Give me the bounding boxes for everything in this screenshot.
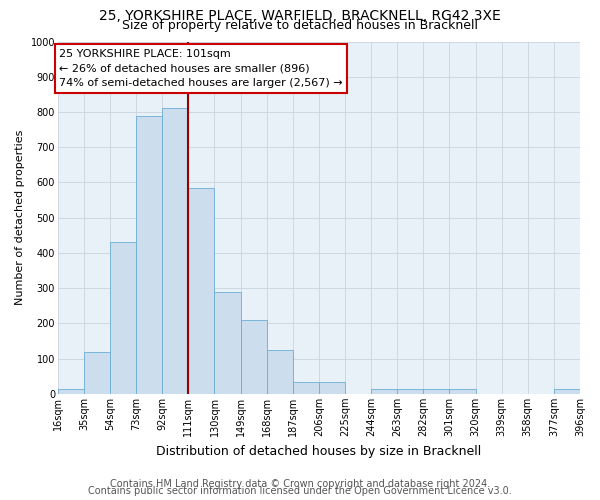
Text: 25 YORKSHIRE PLACE: 101sqm
← 26% of detached houses are smaller (896)
74% of sem: 25 YORKSHIRE PLACE: 101sqm ← 26% of deta… [59,48,343,88]
Bar [162,108,188,394]
Bar [554,388,580,394]
Bar [449,388,476,394]
Bar [241,320,266,394]
Y-axis label: Number of detached properties: Number of detached properties [15,130,25,306]
Bar [58,388,84,394]
X-axis label: Distribution of detached houses by size in Bracknell: Distribution of detached houses by size … [156,444,482,458]
Text: Contains public sector information licensed under the Open Government Licence v3: Contains public sector information licen… [88,486,512,496]
Bar [397,388,424,394]
Bar [266,350,293,394]
Bar [371,388,397,394]
Bar [84,352,110,394]
Text: Size of property relative to detached houses in Bracknell: Size of property relative to detached ho… [122,18,478,32]
Bar [188,188,214,394]
Bar [214,292,241,394]
Text: 25, YORKSHIRE PLACE, WARFIELD, BRACKNELL, RG42 3XE: 25, YORKSHIRE PLACE, WARFIELD, BRACKNELL… [99,9,501,23]
Bar [110,242,136,394]
Bar [424,388,449,394]
Bar [319,382,345,394]
Text: Contains HM Land Registry data © Crown copyright and database right 2024.: Contains HM Land Registry data © Crown c… [110,479,490,489]
Bar [293,382,319,394]
Bar [136,116,162,394]
